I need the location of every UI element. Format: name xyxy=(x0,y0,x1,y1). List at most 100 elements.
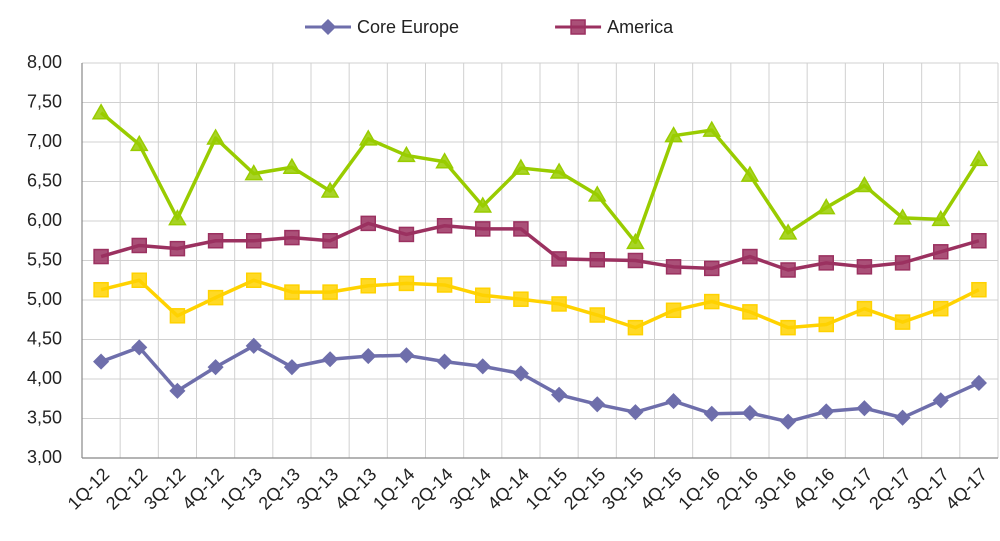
x-tick-label: 4Q-17 xyxy=(942,464,992,514)
marker xyxy=(206,128,225,145)
marker xyxy=(322,351,339,368)
marker xyxy=(855,175,874,193)
x-tick-label: 3Q-15 xyxy=(598,464,648,514)
marker xyxy=(513,291,529,307)
marker xyxy=(627,252,644,269)
marker xyxy=(664,126,683,143)
marker xyxy=(551,251,567,267)
marker xyxy=(704,293,720,310)
marker xyxy=(933,300,949,317)
marker xyxy=(780,262,796,278)
x-tick-label: 1Q-14 xyxy=(369,464,419,514)
marker xyxy=(360,215,376,232)
x-tick-label: 4Q-14 xyxy=(484,464,534,514)
marker xyxy=(475,287,491,304)
x-tick-label: 3Q-14 xyxy=(445,464,495,514)
marker xyxy=(894,409,911,426)
marker xyxy=(971,233,987,249)
marker xyxy=(398,275,415,292)
x-tick-label: 2Q-17 xyxy=(865,464,915,514)
marker xyxy=(284,229,300,246)
marker xyxy=(319,18,337,36)
y-tick-label: 3,50 xyxy=(27,407,62,427)
x-tick-label: 4Q-15 xyxy=(636,464,686,514)
marker xyxy=(818,403,835,420)
marker xyxy=(282,157,302,175)
marker xyxy=(780,413,797,430)
marker xyxy=(169,308,186,324)
marker xyxy=(570,19,586,35)
marker xyxy=(244,164,264,181)
marker xyxy=(397,145,416,163)
marker xyxy=(474,358,491,375)
marker xyxy=(971,281,987,298)
marker xyxy=(322,233,338,249)
x-tick-label: 1Q-13 xyxy=(216,464,266,514)
marker xyxy=(741,404,758,422)
marker xyxy=(894,255,911,271)
x-tick-label: 1Q-15 xyxy=(522,464,572,514)
marker xyxy=(931,209,951,227)
marker xyxy=(131,272,147,288)
marker xyxy=(778,223,798,240)
marker xyxy=(551,386,568,403)
marker xyxy=(284,284,300,300)
marker xyxy=(322,284,338,300)
x-tick-label: 2Q-15 xyxy=(560,464,610,514)
marker xyxy=(856,400,873,417)
marker xyxy=(780,319,796,336)
series-line xyxy=(99,111,981,245)
marker xyxy=(475,221,491,237)
marker xyxy=(589,251,605,268)
x-tick-label: 4Q-12 xyxy=(178,464,228,514)
legend-label: Core Europe xyxy=(357,17,459,37)
marker xyxy=(742,304,758,320)
y-tick-label: 4,50 xyxy=(27,328,62,348)
legend-label: America xyxy=(607,17,674,37)
marker xyxy=(93,353,110,370)
marker xyxy=(358,129,378,146)
x-tick-label: 1Q-12 xyxy=(64,464,114,514)
marker xyxy=(169,382,186,399)
marker xyxy=(665,393,682,410)
marker xyxy=(245,337,262,354)
marker xyxy=(970,374,987,392)
marker xyxy=(703,405,720,422)
marker xyxy=(131,339,148,356)
marker xyxy=(360,348,377,365)
y-tick-label: 4,00 xyxy=(27,368,62,388)
marker xyxy=(93,248,109,265)
marker xyxy=(627,404,644,421)
marker xyxy=(93,281,109,298)
x-tick-label: 2Q-14 xyxy=(407,464,457,514)
marker xyxy=(511,158,531,175)
x-tick-label: 3Q-17 xyxy=(903,464,953,514)
marker xyxy=(436,217,453,234)
marker xyxy=(398,226,415,243)
marker xyxy=(207,233,224,249)
marker xyxy=(856,259,873,275)
marker xyxy=(436,353,453,370)
y-tick-label: 5,50 xyxy=(27,249,62,269)
marker xyxy=(207,359,224,376)
marker xyxy=(665,302,682,319)
marker xyxy=(932,392,949,409)
marker xyxy=(627,319,644,336)
marker xyxy=(513,221,529,237)
marker xyxy=(129,134,149,152)
marker xyxy=(436,277,453,293)
x-tick-label: 3Q-16 xyxy=(751,464,801,514)
marker xyxy=(360,278,376,294)
marker xyxy=(704,260,720,277)
marker xyxy=(816,198,836,215)
marker xyxy=(512,365,529,382)
marker xyxy=(589,307,605,323)
x-tick-label: 2Q-16 xyxy=(713,464,763,514)
marker xyxy=(589,396,606,413)
y-tick-label: 7,00 xyxy=(27,131,62,151)
marker xyxy=(168,209,187,226)
marker xyxy=(587,185,607,202)
marker xyxy=(893,208,912,225)
x-tick-label: 3Q-13 xyxy=(293,464,343,514)
x-tick-label: 1Q-16 xyxy=(674,464,724,514)
